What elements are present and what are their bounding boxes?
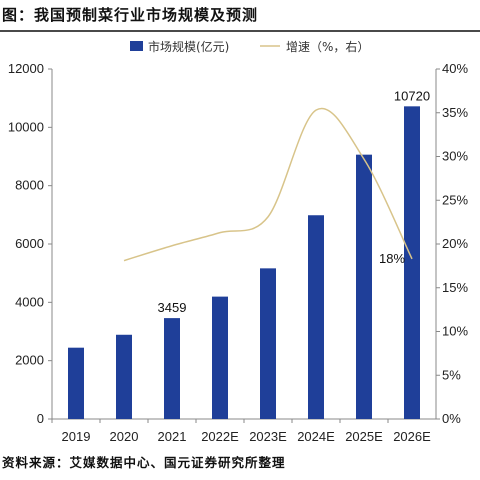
x-tick-label: 2025E (345, 429, 383, 444)
x-tick-label: 2023E (249, 429, 287, 444)
left-tick-label: 0 (37, 411, 44, 426)
x-tick-label: 2024E (297, 429, 335, 444)
x-tick-label: 2022E (201, 429, 239, 444)
left-tick-label: 4000 (15, 294, 44, 309)
left-tick-label: 2000 (15, 353, 44, 368)
bar (116, 334, 132, 419)
right-tick-label: 30% (442, 149, 468, 164)
left-tick-label: 12000 (8, 61, 44, 76)
right-tick-label: 35% (442, 105, 468, 120)
bar-data-label: 10720 (394, 88, 430, 103)
bar (68, 347, 84, 419)
x-tick-label: 2019 (62, 429, 91, 444)
legend-label-line: 增速（%，右） (286, 39, 369, 54)
growth-line (123, 107, 413, 262)
bar (356, 154, 372, 419)
bar (212, 296, 228, 419)
left-tick-label: 10000 (8, 119, 44, 134)
x-tick-label: 2021 (158, 429, 187, 444)
bar (260, 268, 276, 419)
bar (308, 215, 324, 419)
right-tick-label: 10% (442, 324, 468, 339)
right-tick-label: 40% (442, 61, 468, 76)
left-tick-label: 8000 (15, 178, 44, 193)
line-data-label: 18% (379, 251, 405, 266)
bar (164, 318, 180, 419)
right-tick-label: 0% (442, 411, 461, 426)
bar-data-label: 3459 (158, 300, 187, 315)
legend-label-bars: 市场规模(亿元) (148, 39, 229, 54)
right-tick-label: 25% (442, 192, 468, 207)
chart-title: 图：我国预制菜行业市场规模及预测 (2, 6, 259, 24)
source-note: 资料来源：艾媒数据中心、国元证券研究所整理 (2, 455, 286, 470)
legend-swatch-bars (130, 41, 143, 51)
right-tick-label: 5% (442, 367, 461, 382)
right-tick-label: 15% (442, 280, 468, 295)
x-tick-label: 2020 (110, 429, 139, 444)
title-divider (0, 30, 480, 32)
right-tick-label: 20% (442, 236, 468, 251)
x-tick-label: 2026E (393, 429, 431, 444)
bar (404, 106, 420, 419)
left-tick-label: 6000 (15, 236, 44, 251)
